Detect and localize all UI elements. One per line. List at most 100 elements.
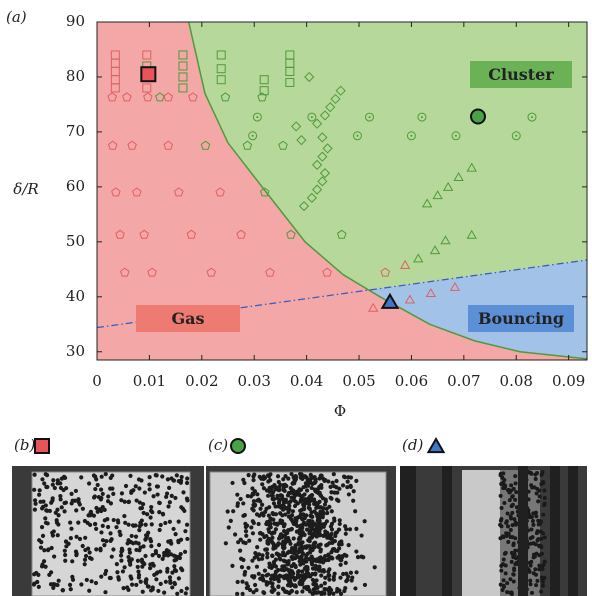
particle	[165, 569, 170, 574]
particle	[151, 494, 156, 499]
y-tick-label: 50	[66, 232, 85, 250]
particle	[327, 577, 332, 582]
particle	[537, 567, 542, 572]
particle	[330, 540, 335, 545]
particle	[264, 573, 269, 578]
particle	[289, 574, 295, 579]
particle	[536, 537, 541, 542]
particle	[535, 470, 540, 475]
particle	[499, 568, 504, 573]
particle	[310, 577, 315, 583]
particle	[297, 559, 302, 564]
particle	[41, 559, 47, 564]
y-tick-label: 90	[66, 12, 85, 30]
particle	[499, 482, 504, 487]
marker	[298, 201, 310, 212]
particle	[511, 543, 516, 548]
particle	[51, 585, 56, 590]
particle	[540, 567, 545, 572]
particle	[64, 486, 69, 491]
particle	[308, 523, 313, 528]
x-tick-label: 0.02	[185, 372, 218, 390]
particle	[153, 548, 158, 554]
particle	[314, 524, 319, 530]
particle	[540, 576, 545, 581]
marker	[307, 112, 317, 122]
particle	[256, 552, 262, 557]
particle	[149, 522, 154, 527]
particle	[281, 550, 286, 555]
particle	[50, 482, 55, 487]
particle	[531, 541, 536, 546]
particle	[69, 501, 74, 506]
particle	[165, 477, 170, 482]
marker	[466, 162, 477, 172]
particle	[289, 564, 294, 569]
particle	[295, 501, 300, 506]
particle	[167, 485, 172, 491]
particle	[298, 512, 303, 517]
particle	[134, 547, 139, 553]
particle	[510, 502, 515, 507]
particle	[129, 533, 134, 539]
particle	[343, 524, 348, 529]
particle	[258, 537, 263, 542]
particle	[347, 527, 353, 532]
particle	[281, 558, 287, 563]
particle	[104, 539, 109, 544]
particle	[323, 478, 328, 483]
particle	[267, 518, 272, 524]
particle	[272, 483, 277, 488]
particle-band	[400, 466, 410, 596]
particle	[510, 523, 515, 528]
marker	[173, 187, 184, 197]
particle	[350, 575, 355, 580]
particle	[303, 484, 308, 489]
particle	[264, 521, 269, 527]
marker	[216, 64, 226, 74]
particle	[178, 566, 184, 571]
particle	[150, 552, 155, 558]
particle	[32, 507, 37, 512]
particle	[296, 541, 301, 546]
particle	[505, 590, 510, 595]
particle	[179, 588, 184, 594]
particle	[128, 574, 133, 579]
particle	[121, 586, 126, 591]
particle	[170, 570, 175, 575]
particle	[362, 519, 367, 524]
particle	[236, 540, 241, 545]
particle	[157, 527, 162, 533]
particle	[314, 505, 319, 510]
particle	[129, 582, 135, 587]
particle	[281, 477, 286, 482]
particle	[338, 575, 343, 580]
photo-label: (c)	[208, 436, 228, 454]
particle	[508, 577, 513, 582]
particle	[111, 517, 116, 523]
particle	[302, 474, 308, 479]
particle	[258, 499, 263, 504]
marker	[143, 92, 153, 102]
particle	[265, 551, 270, 556]
particle	[514, 505, 519, 510]
marker-dot	[515, 134, 518, 137]
particle	[287, 591, 292, 596]
particle	[56, 578, 61, 583]
particle	[332, 571, 337, 576]
particle	[301, 558, 306, 563]
marker	[163, 140, 174, 150]
particle	[330, 480, 335, 485]
marker	[259, 75, 269, 85]
particle	[139, 522, 144, 527]
particle	[288, 485, 293, 491]
particle	[86, 481, 92, 486]
particle	[534, 583, 539, 588]
particle	[98, 497, 104, 502]
particle	[539, 545, 544, 550]
particle	[289, 471, 294, 477]
particle	[51, 582, 56, 587]
particle	[184, 522, 190, 527]
particle	[281, 524, 287, 529]
particle	[328, 495, 333, 500]
